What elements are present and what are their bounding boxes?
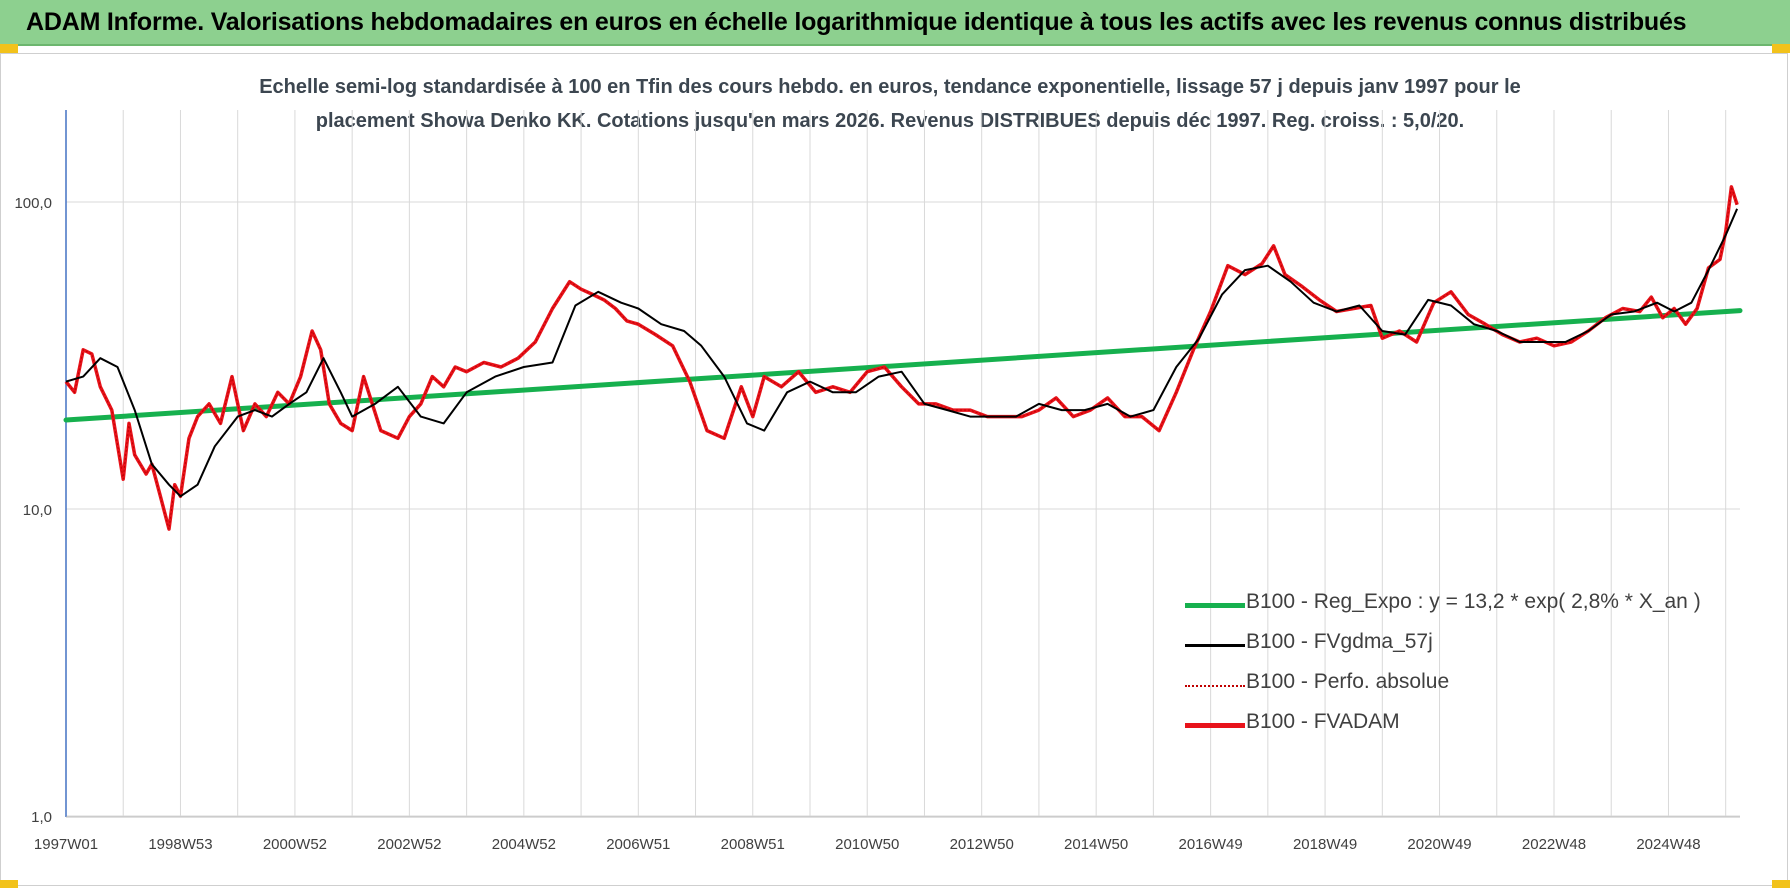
legend-label-fvadam: B100 - FVADAM (1246, 710, 1400, 733)
legend-label-perf: B100 - Perfo. absolue (1246, 670, 1450, 693)
legend-swatch-fvadam (1185, 723, 1245, 728)
x-tick-label: 2002W52 (377, 836, 441, 853)
y-tick-label: 1,0 (31, 809, 52, 826)
legend-swatch-smoothed (1185, 644, 1245, 647)
x-tick-label: 1997W01 (34, 836, 98, 853)
bottom-corner-left (0, 880, 18, 888)
x-tick-label: 1998W53 (148, 836, 212, 853)
x-tick-label: 2020W49 (1407, 836, 1471, 853)
x-tick-label: 2004W52 (492, 836, 556, 853)
corner-accent-left (0, 44, 18, 53)
grid-layer (65, 110, 1740, 817)
x-tick-label: 2012W50 (950, 836, 1014, 853)
x-tick-label: 2014W50 (1064, 836, 1128, 853)
bottom-corner-right (1772, 880, 1790, 888)
series-layer (63, 185, 1743, 531)
page-title: ADAM Informe. Valorisations hebdomadaire… (26, 8, 1687, 36)
title-bar: ADAM Informe. Valorisations hebdomadaire… (0, 0, 1790, 53)
y-tick-label: 10,0 (23, 502, 52, 519)
legend-label-regression: B100 - Reg_Expo : y = 13,2 * exp( 2,8% *… (1246, 590, 1701, 613)
x-tick-label: 2018W49 (1293, 836, 1357, 853)
y-tick-label: 100,0 (14, 195, 52, 212)
axis-layer: 1,0 10,0 100,0 1997W01 1998W53 2000W52 2002W52… (14, 110, 1740, 853)
legend-swatch-regression (1185, 603, 1245, 608)
x-tick-label: 2022W48 (1522, 836, 1586, 853)
legend-label-smoothed: B100 - FVgdma_57j (1246, 630, 1433, 653)
x-tick-label: 2010W50 (835, 836, 899, 853)
corner-accent-right (1772, 44, 1790, 53)
chart-subtitle-line-2: placement Showa Denko KK. Cotations jusq… (315, 110, 1465, 132)
x-tick-label: 2000W52 (263, 836, 327, 853)
x-tick-label: 2016W49 (1179, 836, 1243, 853)
chart-subtitle-line-1: Echelle semi-log standardisée à 100 en T… (259, 76, 1521, 98)
series-smoothed-line (65, 208, 1739, 498)
x-tick-label: 2008W51 (721, 836, 785, 853)
series-fvadam-line (64, 185, 1739, 531)
legend-swatch-perf (1185, 685, 1245, 687)
x-tick-label: 2024W48 (1636, 836, 1700, 853)
x-tick-label: 2006W51 (606, 836, 670, 853)
chart-frame (0, 53, 1788, 886)
series-perf-line (65, 186, 1738, 530)
